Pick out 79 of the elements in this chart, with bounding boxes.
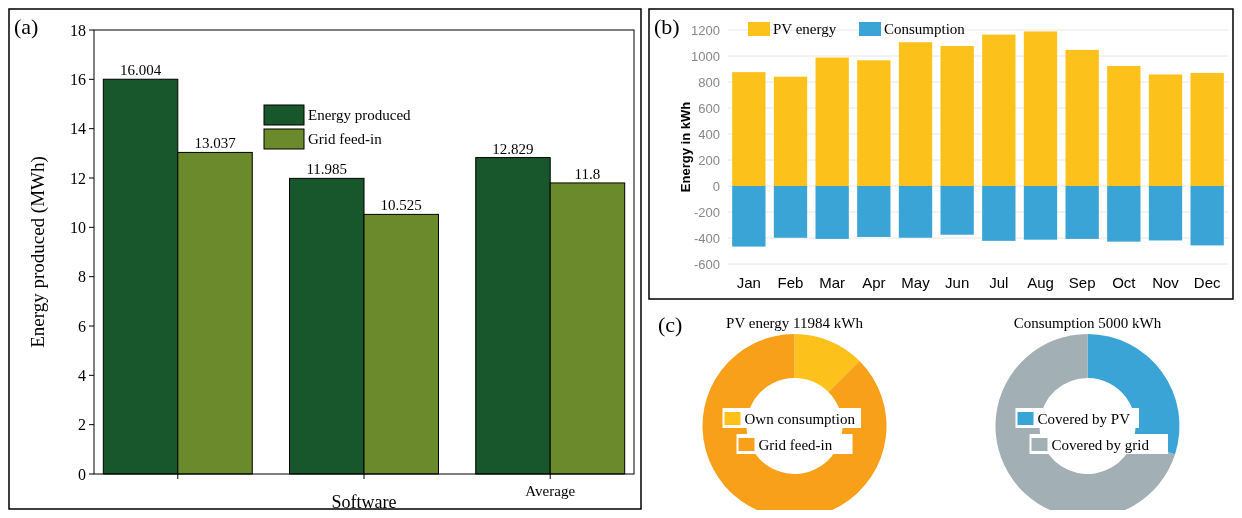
y-tick-label: 10 [70, 218, 86, 236]
legend-label: Consumption [884, 21, 966, 37]
x-tick-label: Apr [862, 274, 886, 291]
legend-label: Own consumption [744, 411, 856, 427]
y-tick-label: -600 [693, 256, 720, 272]
chart-title: PV energy 11984 kWh [726, 315, 864, 331]
bar [982, 34, 1016, 186]
x-tick-label: Sep [1068, 274, 1096, 291]
bar [1107, 66, 1141, 186]
y-tick-label: 0 [78, 465, 86, 483]
bar [1023, 186, 1058, 240]
y-axis-title: Energy in kWh [678, 101, 693, 193]
bar [1148, 186, 1183, 241]
bar [982, 186, 1016, 241]
y-tick-label: 12 [70, 169, 86, 187]
bar [857, 186, 891, 237]
bar [898, 186, 933, 238]
y-tick-label: 4 [78, 366, 86, 384]
y-tick-label: 6 [78, 317, 86, 335]
bar [1065, 49, 1099, 186]
x-tick-label: Nov [1152, 274, 1180, 291]
bar [815, 186, 849, 239]
x-tick-label: Jan [736, 274, 761, 291]
bar [898, 42, 933, 186]
bar [815, 57, 849, 186]
legend-label: Covered by PV [1037, 411, 1131, 427]
bar [773, 186, 808, 238]
y-tick-label: 600 [698, 100, 720, 116]
y-tick-label: 800 [698, 74, 720, 90]
y-tick-label: 0 [712, 178, 720, 194]
legend-label: Covered by grid [1051, 437, 1150, 453]
legend-label: Energy produced [308, 107, 412, 123]
data-label: 13.037 [194, 135, 237, 152]
x-tick-label: May [901, 274, 931, 291]
bar [857, 60, 891, 186]
bar [1065, 186, 1099, 239]
text: (c) [658, 312, 683, 337]
x-tick-label: Mar [819, 274, 846, 291]
bar [1190, 186, 1224, 246]
y-tick-label: 8 [78, 268, 86, 286]
text: (a) [14, 14, 39, 39]
bar [732, 72, 766, 186]
x-tick-label: Jul [989, 274, 1009, 291]
y-tick-label: -400 [693, 230, 720, 246]
data-label: 10.525 [380, 197, 422, 214]
legend-label: PV energy [773, 21, 837, 37]
y-tick-label: 200 [698, 152, 720, 168]
chart-title: Consumption 5000 kWh [1013, 315, 1162, 331]
bar [1190, 72, 1224, 186]
x-tick-label: Aug [1027, 274, 1054, 291]
bar [1107, 186, 1141, 242]
bar [940, 186, 974, 235]
x-tick-label: Jun [945, 274, 970, 291]
bar [732, 186, 766, 247]
x-tick-label: Oct [1112, 274, 1137, 291]
legend-label: Grid feed-in [758, 437, 833, 453]
bar [1023, 31, 1058, 186]
y-axis-title: Energy produced (MWh) [27, 156, 49, 348]
legend-label: Grid feed-in [308, 131, 383, 147]
text: (b) [654, 14, 680, 39]
y-tick-label: 1000 [691, 48, 720, 64]
y-tick-label: 16 [70, 70, 86, 88]
y-tick-label: 18 [70, 21, 86, 39]
y-tick-label: 14 [70, 120, 86, 138]
x-tick-label: Average [525, 483, 576, 499]
x-tick-label: Feb [777, 274, 804, 291]
y-tick-label: 400 [698, 126, 720, 142]
x-tick-label: Dec [1193, 274, 1221, 291]
bar [773, 76, 808, 186]
data-label: 11.8 [574, 165, 601, 182]
y-tick-label: 2 [78, 416, 86, 434]
x-axis-title: Software [331, 492, 397, 512]
bar [940, 45, 974, 186]
data-label: 12.829 [492, 140, 534, 157]
data-label: 11.985 [306, 161, 348, 178]
data-label: 16.004 [119, 62, 162, 79]
y-tick-label: -200 [693, 204, 720, 220]
y-tick-label: 1200 [691, 22, 720, 38]
bar [1148, 74, 1183, 186]
